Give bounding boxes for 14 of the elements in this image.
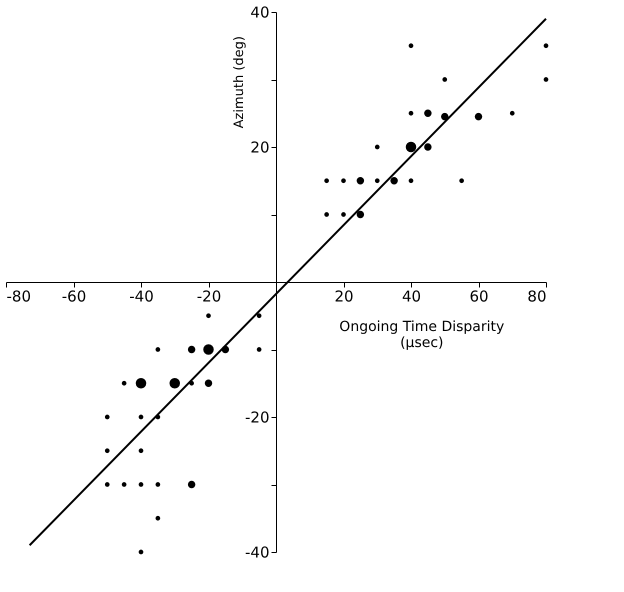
x-tick-label: -40: [129, 288, 154, 306]
y-tick-label: 20: [250, 138, 270, 156]
x-tick-label: -80: [6, 288, 31, 306]
y-tick-label: -40: [245, 544, 270, 562]
x-tick-label: -20: [196, 288, 222, 306]
y-axis-title: Azimuth (deg): [232, 36, 247, 128]
x-tick-label: 40: [402, 288, 422, 306]
x-tick-label: 80: [527, 288, 546, 306]
y-tick-label: -20: [245, 408, 270, 426]
x-axis-title: Ongoing Time Disparity (μsec): [339, 319, 504, 351]
y-tick-label: 40: [250, 4, 270, 22]
x-tick-label: 20: [334, 288, 354, 306]
x-tick-label: -60: [62, 288, 86, 306]
x-tick-label: 60: [469, 288, 489, 306]
